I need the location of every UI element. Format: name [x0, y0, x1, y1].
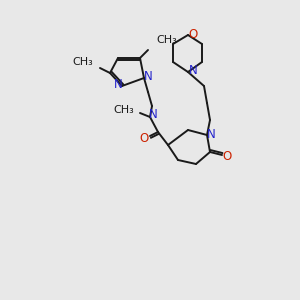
Text: CH₃: CH₃	[113, 105, 134, 115]
Text: N: N	[148, 109, 158, 122]
Text: N: N	[114, 79, 122, 92]
Text: CH₃: CH₃	[156, 35, 177, 45]
Text: N: N	[144, 70, 152, 83]
Text: O: O	[140, 131, 148, 145]
Text: N: N	[207, 128, 215, 140]
Text: CH₃: CH₃	[72, 57, 93, 67]
Text: N: N	[189, 64, 197, 77]
Text: O: O	[222, 151, 232, 164]
Text: O: O	[188, 28, 198, 40]
